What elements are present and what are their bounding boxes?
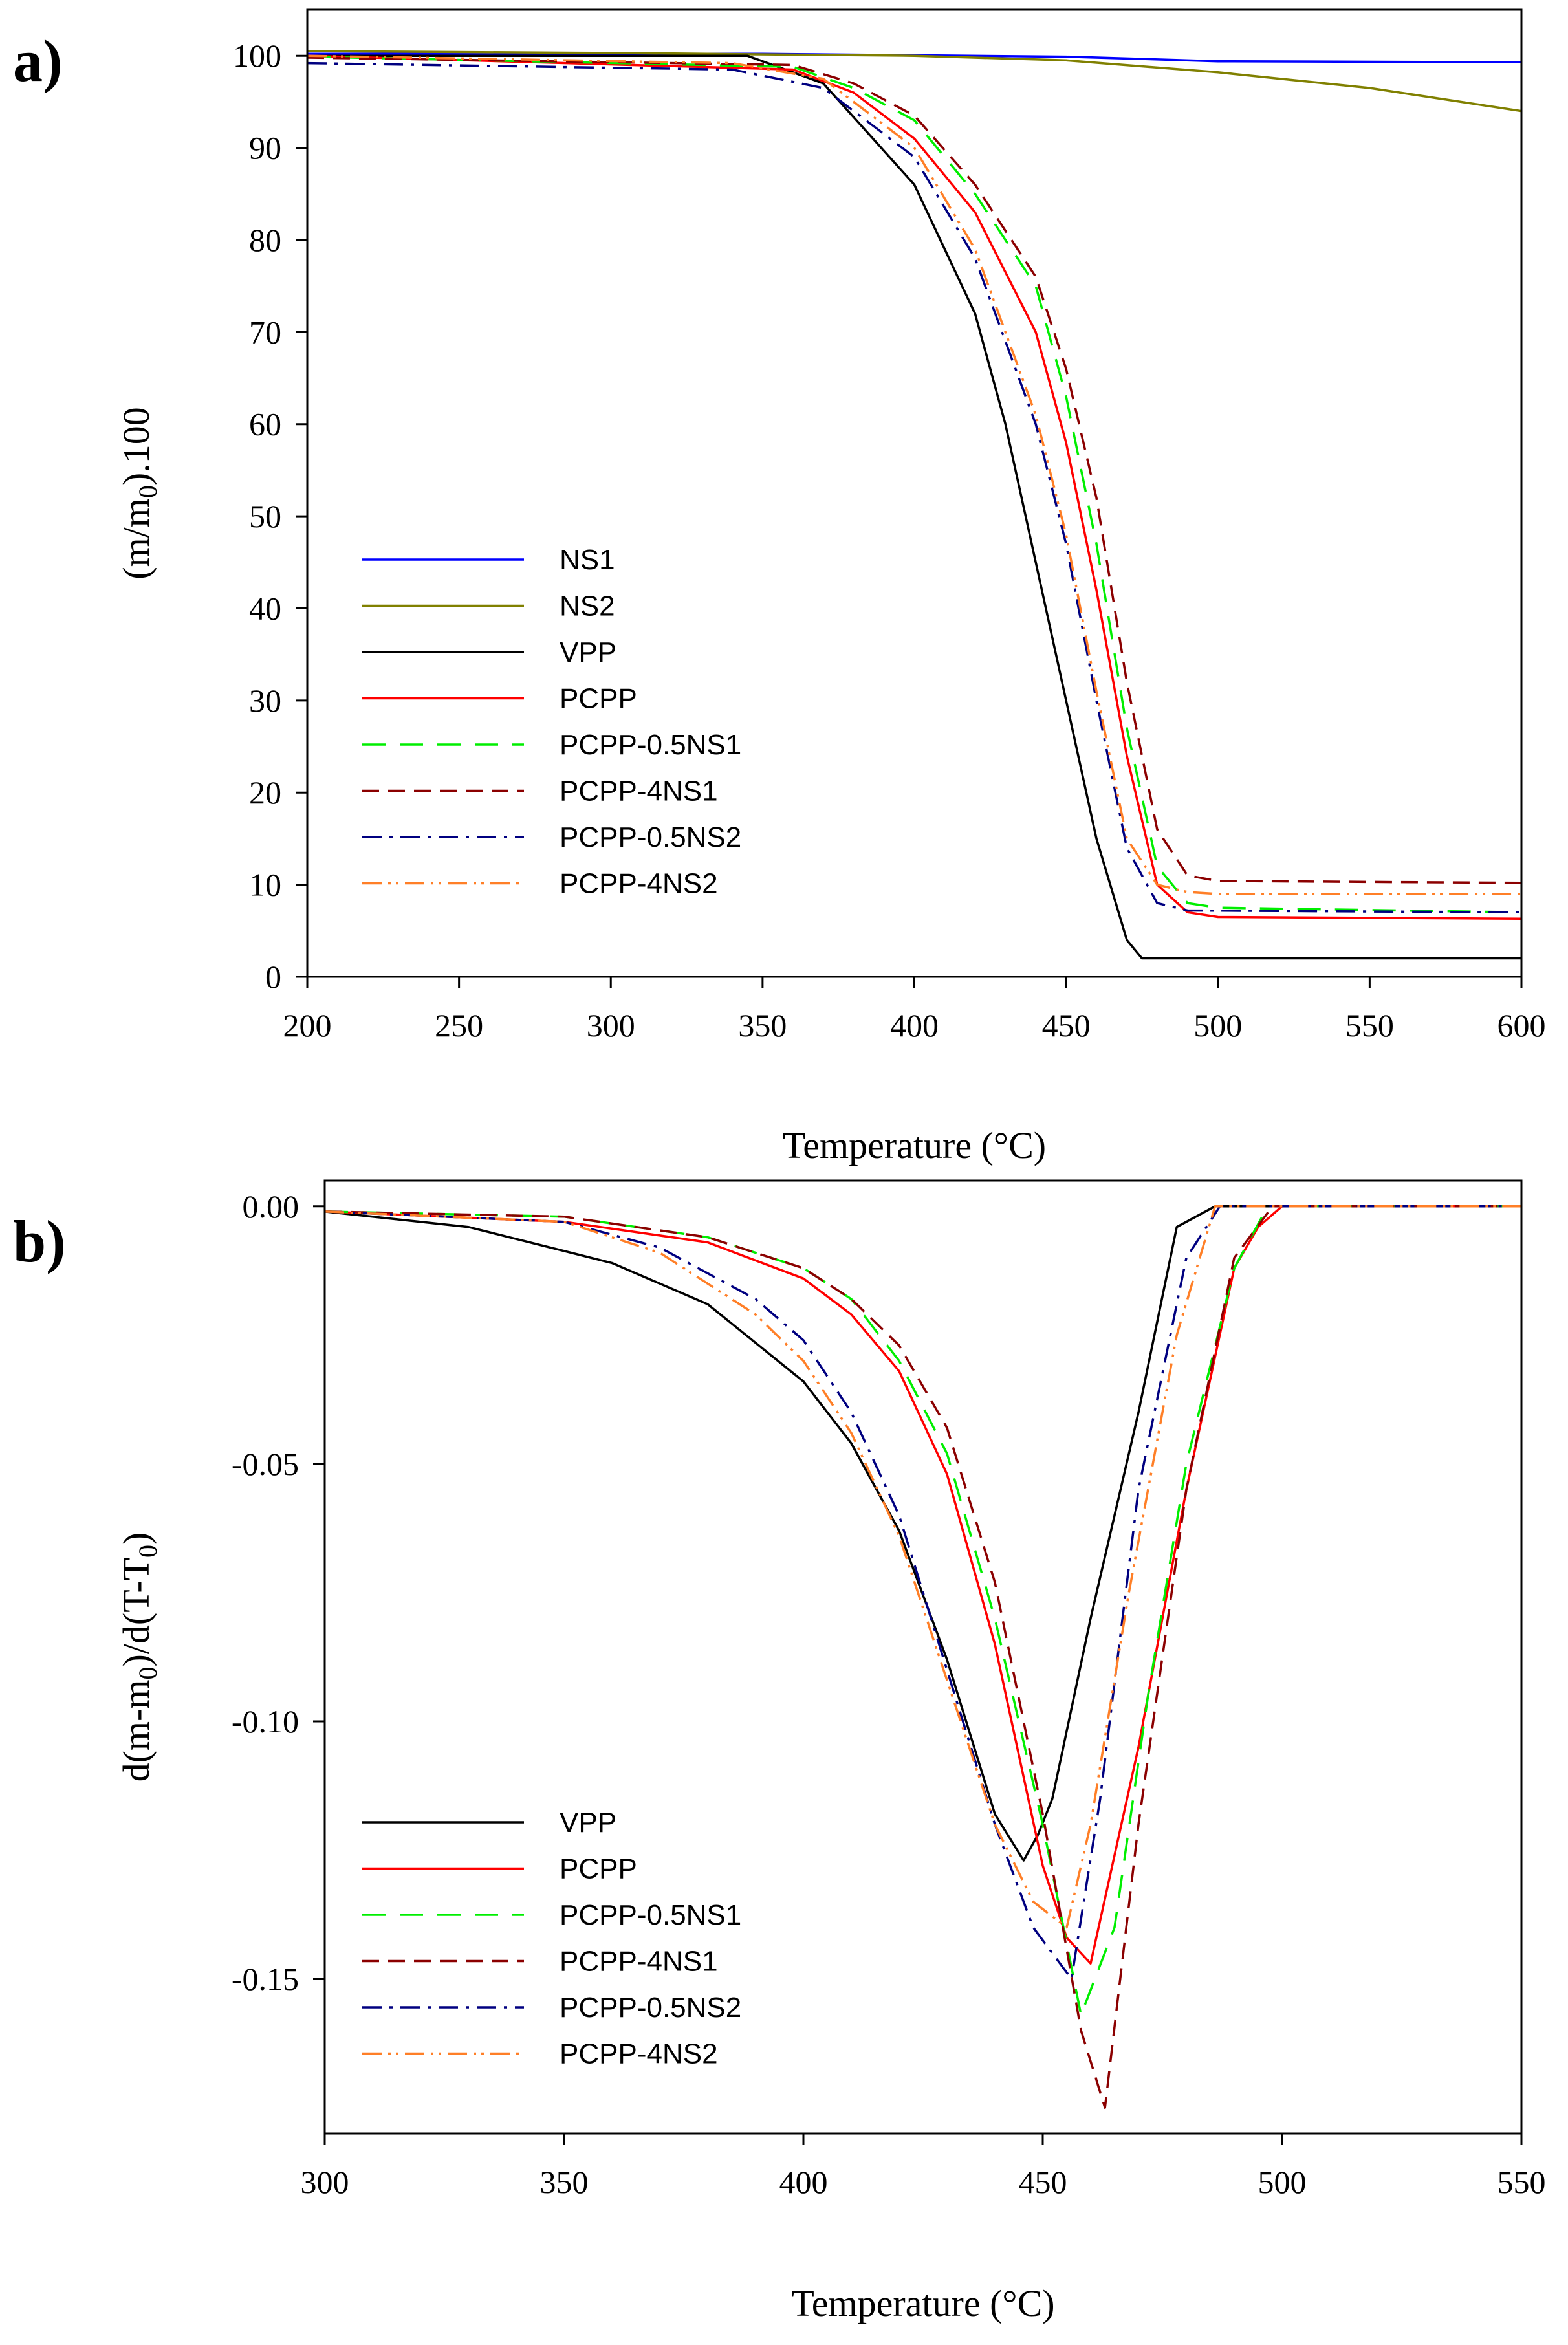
- panel-b-chart: b) 300 350 400 450 500 550 0.00 -0.05 -0.10 -0.15…: [13, 1179, 1546, 2324]
- panel-b-x-axis-label: Temperature (°C): [791, 2282, 1054, 2324]
- x-tick-label: 450: [1042, 1007, 1091, 1043]
- x-tick-label: 450: [1019, 2164, 1067, 2200]
- x-tick-label: 550: [1345, 1007, 1394, 1043]
- legend-entry-label: VPP: [560, 1807, 616, 1838]
- legend-entry-label: PCPP: [560, 683, 637, 715]
- panel-a-y-axis-label: (m/m0).100: [115, 407, 162, 580]
- legend-entry-label: PCPP-0.5NS2: [560, 1992, 741, 2023]
- y-tick-label: 0: [265, 959, 281, 995]
- legend-entry-label: NS2: [560, 591, 615, 622]
- x-tick-label: 550: [1497, 2164, 1546, 2200]
- legend-entry-label: PCPP-4NS1: [560, 1946, 718, 1978]
- x-tick-label: 350: [540, 2164, 589, 2200]
- x-tick-label: 600: [1497, 1007, 1546, 1043]
- legend-entry-label: PCPP-0.5NS1: [560, 1899, 741, 1931]
- panel-a-chart: a) 200 250 300 350 400 450 500 550 600 0 10 20 30 40 5…: [13, 8, 1546, 1166]
- series-line-pcpp: [325, 1205, 1521, 1965]
- series-line-pcpp-0-5ns1: [307, 55, 1521, 914]
- x-tick-label: 350: [738, 1007, 787, 1043]
- panel-a-x-axis-label: Temperature (°C): [783, 1124, 1046, 1166]
- series-line-pcpp-0-5ns2: [325, 1205, 1521, 1980]
- x-tick-label: 300: [587, 1007, 635, 1043]
- y-tick-label: 100: [233, 38, 281, 74]
- y-tick-label: 10: [249, 867, 281, 903]
- series-line-vpp: [307, 54, 1521, 960]
- y-tick-label: 70: [249, 314, 281, 350]
- series-line-pcpp-0-5ns1: [325, 1205, 1521, 2016]
- x-tick-label: 400: [890, 1007, 939, 1043]
- y-tick-label: 20: [249, 774, 281, 811]
- panel-a-plot-frame: [306, 8, 1523, 978]
- series-line-ns2: [307, 50, 1521, 113]
- series-line-pcpp: [307, 54, 1521, 921]
- y-tick-label: 80: [249, 222, 281, 258]
- y-tick-label: 30: [249, 682, 281, 719]
- legend-entry-label: PCPP-4NS2: [560, 868, 718, 900]
- series-line-pcpp-4ns1: [325, 1205, 1521, 2109]
- y-tick-label: 50: [249, 498, 281, 534]
- legend-entry-label: PCPP-0.5NS1: [560, 729, 741, 761]
- y-tick-label: 40: [249, 590, 281, 626]
- panel-a-legend: NS1 NS2 VPP PCPP PCPP-0.5NS1 PCPP-4NS1 PCPP-0.…: [362, 544, 741, 900]
- y-tick-label: -0.05: [232, 1446, 299, 1482]
- series-line-pcpp-4ns2: [307, 54, 1521, 895]
- panel-b-y-axis-label: d(m-m0)/d(T-T0): [115, 1532, 162, 1782]
- x-tick-label: 200: [283, 1007, 332, 1043]
- panel-b-legend: VPP PCPP PCPP-0.5NS1 PCPP-4NS1 PCPP-0.5NS2 PC…: [362, 1807, 741, 2070]
- panel-b-plot-frame: [323, 1179, 1523, 2135]
- legend-entry-label: PCPP-4NS1: [560, 776, 718, 807]
- panel-a-label: a): [13, 28, 63, 94]
- legend-entry-label: PCPP-0.5NS2: [560, 822, 741, 853]
- legend-entry-label: PCPP: [560, 1853, 637, 1885]
- x-tick-label: 500: [1258, 2164, 1307, 2200]
- series-line-pcpp-4ns2: [325, 1205, 1521, 1929]
- x-tick-label: 500: [1193, 1007, 1242, 1043]
- legend-entry-label: PCPP-4NS2: [560, 2038, 718, 2070]
- legend-entry-label: NS1: [560, 544, 615, 576]
- y-tick-label: -0.15: [232, 1961, 299, 1997]
- x-tick-label: 250: [435, 1007, 483, 1043]
- panel-a-series-lines: [307, 50, 1521, 960]
- x-tick-label: 400: [779, 2164, 828, 2200]
- y-tick-label: 0.00: [243, 1188, 299, 1225]
- y-tick-label: 60: [249, 406, 281, 442]
- panel-b-label: b): [13, 1208, 66, 1274]
- series-line-pcpp-4ns1: [307, 56, 1521, 884]
- legend-entry-label: VPP: [560, 637, 616, 668]
- panel-b-series-lines: [325, 1205, 1521, 2109]
- x-tick-label: 300: [301, 2164, 349, 2200]
- y-tick-label: -0.10: [232, 1703, 299, 1740]
- y-tick-label: 90: [249, 130, 281, 166]
- series-line-pcpp-0-5ns2: [307, 61, 1521, 914]
- series-line-vpp: [325, 1205, 1521, 1862]
